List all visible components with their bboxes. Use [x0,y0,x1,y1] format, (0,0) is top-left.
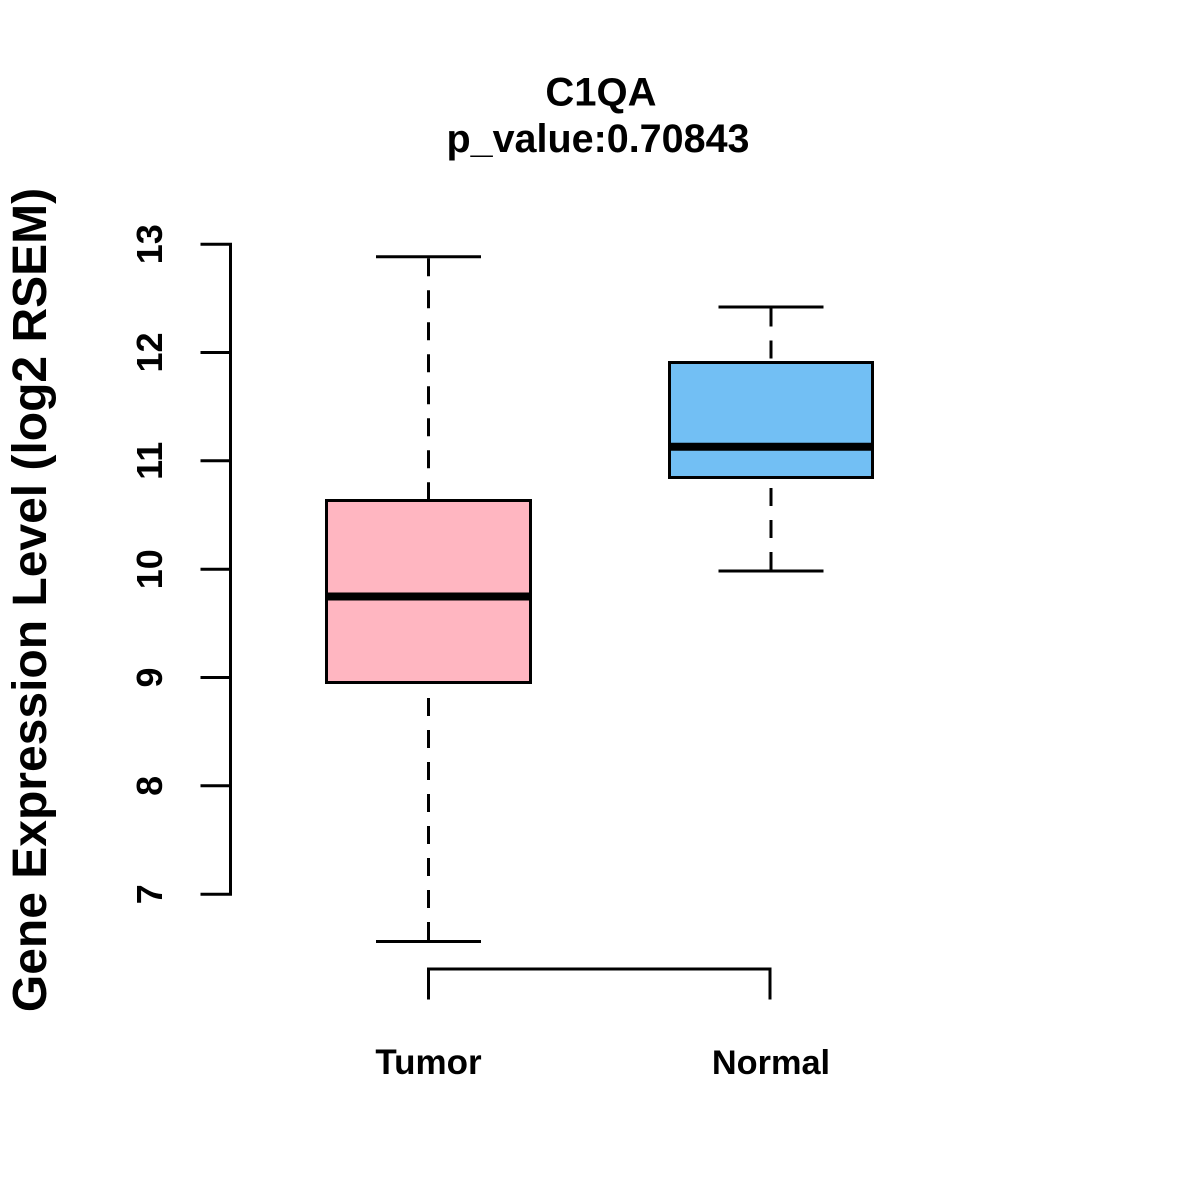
svg-text:8: 8 [129,776,170,796]
svg-text:Tumor: Tumor [375,1043,482,1082]
svg-text:13: 13 [129,224,170,264]
svg-text:9: 9 [129,667,170,687]
svg-text:p_value:0.70843: p_value:0.70843 [446,117,749,161]
svg-text:Gene Expression Level (log2 RS: Gene Expression Level (log2 RSEM) [4,188,57,1012]
svg-text:C1QA: C1QA [545,71,656,115]
svg-text:7: 7 [129,884,170,904]
svg-text:10: 10 [129,549,170,589]
svg-text:11: 11 [129,442,170,480]
svg-text:Normal: Normal [712,1044,830,1082]
svg-text:12: 12 [129,332,170,372]
